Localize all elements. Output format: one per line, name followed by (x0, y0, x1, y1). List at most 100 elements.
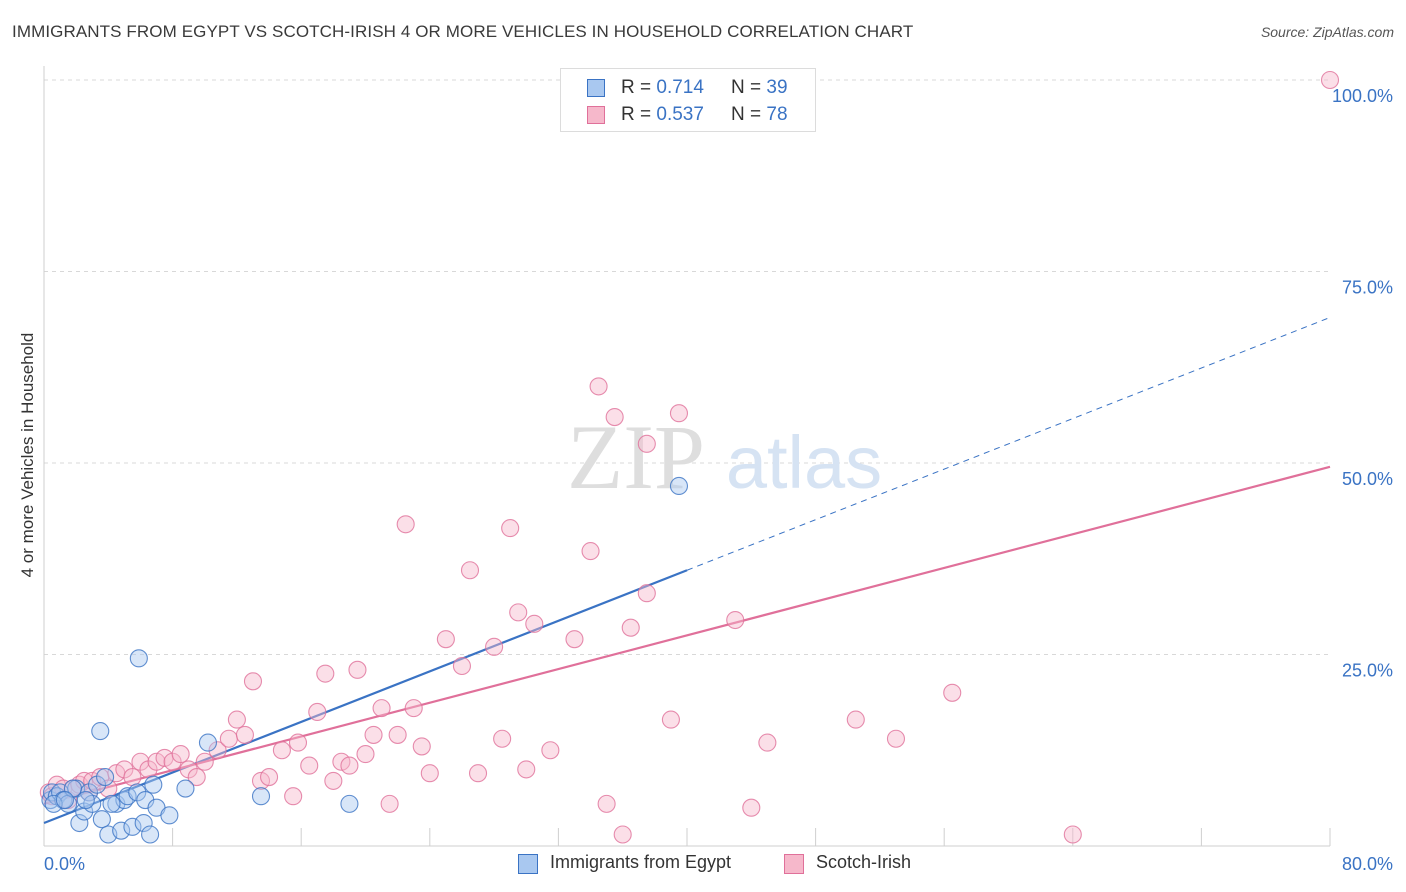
legend-n-value-egypt: 39 (766, 77, 788, 98)
watermark-zip: ZIP (567, 406, 705, 508)
data-point-egypt (92, 810, 111, 829)
data-point-scotch-irish (661, 710, 680, 729)
data-point-egypt (176, 779, 195, 798)
trend-extension-0 (686, 316, 1331, 571)
data-point-scotch-irish (288, 733, 308, 752)
data-point-scotch-irish (541, 741, 560, 760)
grid-lines (44, 79, 1330, 655)
data-point-scotch-irish (380, 794, 399, 813)
trend-lines (43, 316, 1331, 825)
legend-r-label: R = (621, 77, 657, 98)
y-tick-label: 75.0% (1342, 278, 1393, 298)
data-point-egypt (70, 813, 89, 833)
trend-line-0 (43, 569, 688, 825)
data-point-scotch-irish (259, 768, 279, 787)
data-point-scotch-irish (742, 798, 761, 817)
data-point-egypt (144, 775, 163, 794)
data-point-scotch-irish (846, 710, 865, 729)
data-point-scotch-irish (208, 741, 227, 760)
legend-r-value-egypt: 0.714 (656, 77, 704, 98)
data-point-scotch-irish (364, 725, 383, 744)
data-point-scotch-irish (308, 702, 327, 722)
watermark-atlas: atlas (726, 421, 882, 504)
data-point-egypt (112, 821, 131, 840)
legend-swatch-egypt (587, 79, 605, 97)
data-point-scotch-irish (525, 614, 544, 633)
data-point-egypt (118, 787, 137, 806)
y-tick-label: 100.0% (1332, 86, 1393, 106)
data-point-scotch-irish (171, 745, 190, 764)
data-point-scotch-irish (669, 404, 689, 423)
data-point-egypt (141, 825, 160, 844)
legend-r-label: R = (621, 104, 657, 125)
data-point-scotch-irish (187, 768, 206, 787)
data-point-egypt (251, 787, 271, 806)
data-point-scotch-irish (886, 729, 906, 748)
legend-r-value-scotch-irish: 0.537 (656, 104, 704, 125)
data-point-scotch-irish (501, 519, 520, 538)
legend-n-label: N = (731, 77, 767, 98)
watermark: ZIP atlas (567, 406, 882, 508)
data-point-scotch-irish (396, 515, 415, 534)
data-point-scotch-irish (324, 771, 343, 790)
data-point-egypt (44, 794, 63, 813)
data-point-scotch-irish (436, 630, 455, 649)
series-swatch-scotch-irish (784, 854, 804, 874)
data-point-scotch-irish (613, 825, 632, 844)
series-label-scotch-irish: Scotch-Irish (816, 852, 912, 872)
data-point-scotch-irish (99, 779, 118, 798)
data-point-scotch-irish (300, 756, 319, 775)
data-point-scotch-irish (219, 729, 238, 748)
y-axis-label: 4 or more Vehicles in Household (18, 332, 37, 578)
data-point-egypt (134, 813, 153, 833)
y-tick-label: 50.0% (1342, 469, 1393, 489)
data-point-scotch-irish (420, 764, 439, 783)
x-tick-label: 0.0% (44, 854, 85, 874)
data-point-scotch-irish (316, 664, 335, 683)
data-point-egypt (55, 790, 74, 810)
data-point-scotch-irish (272, 741, 291, 760)
data-point-scotch-irish (621, 618, 640, 637)
data-point-scotch-irish (356, 745, 375, 764)
data-point-egypt (198, 733, 218, 752)
y-tick-label: 25.0% (1342, 661, 1393, 681)
data-point-egypt (340, 794, 359, 813)
data-point-egypt (129, 649, 148, 668)
data-point-scotch-irish (123, 768, 142, 787)
legend-swatch-scotch-irish (587, 106, 605, 124)
data-point-scotch-irish (404, 699, 423, 718)
trend-line-1 (43, 465, 1331, 805)
data-point-scotch-irish (637, 434, 656, 453)
data-point-scotch-irish (485, 637, 504, 656)
data-point-scotch-irish (340, 756, 359, 775)
legend-n-label: N = (731, 104, 767, 125)
data-point-scotch-irish (1320, 70, 1340, 90)
chart-title: IMMIGRANTS FROM EGYPT VS SCOTCH-IRISH 4 … (12, 22, 914, 41)
data-point-scotch-irish (227, 710, 246, 729)
data-point-egypt (123, 817, 142, 836)
data-point-scotch-irish (509, 603, 528, 622)
data-point-scotch-irish (605, 407, 624, 427)
data-point-scotch-irish (460, 561, 480, 580)
data-point-scotch-irish (493, 729, 512, 748)
source-credit: Source: ZipAtlas.com (1260, 24, 1394, 40)
series-label-egypt: Immigrants from Egypt (550, 852, 732, 872)
data-point-egypt (102, 794, 121, 813)
series-swatch-egypt (518, 854, 538, 874)
data-point-scotch-irish (195, 752, 214, 771)
data-point-egypt (96, 768, 115, 787)
correlation-legend: R = 0.714 N = 39 R = 0.537 N = 78 (560, 68, 816, 132)
data-point-scotch-irish (517, 760, 536, 779)
data-point-scotch-irish (452, 656, 472, 676)
data-point-egypt (91, 722, 110, 741)
data-point-scotch-irish (581, 542, 600, 561)
data-point-scotch-irish (388, 725, 407, 744)
data-point-scotch-irish (943, 683, 962, 702)
data-point-scotch-irish (348, 660, 367, 679)
data-point-scotch-irish (589, 377, 608, 396)
data-point-egypt (76, 790, 95, 810)
data-point-scotch-irish (284, 787, 303, 806)
axes (43, 66, 1331, 847)
data-point-scotch-irish (726, 610, 745, 630)
